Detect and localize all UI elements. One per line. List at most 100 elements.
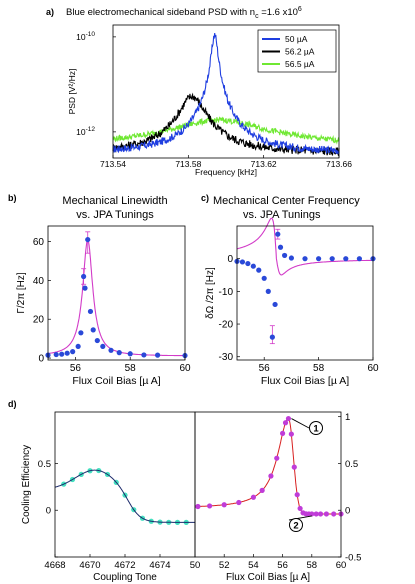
psd-xtick-label: 713.58	[175, 159, 201, 169]
linewidth-data-point	[64, 350, 70, 356]
linewidth-data-point	[81, 273, 87, 280]
panel-a-title-sup: 6	[298, 6, 302, 13]
cooling-flux-ytick-label: 0.5	[345, 459, 358, 470]
psd-ylabel: PSD [V²/Hz]	[67, 69, 77, 115]
linewidth-xtick-label: 60	[179, 363, 191, 374]
cooling-flux-xtick-label: 50	[190, 560, 201, 571]
cooling-frequency-ytick-label: 0	[46, 506, 51, 517]
panel-b: b) Mechanical Linewidth vs. JPA Tunings …	[8, 193, 191, 387]
cooling-flux-data-point	[282, 420, 289, 426]
cooling-flux-data-point	[259, 487, 265, 493]
center-frequency-ytick-label: -30	[219, 352, 234, 363]
cooling-flux-data-point	[331, 511, 337, 517]
linewidth-data-point	[94, 337, 100, 344]
cooling-flux-data-point	[323, 511, 329, 517]
linewidth-data-point	[127, 351, 133, 357]
linewidth-data-point	[78, 330, 84, 336]
cooling-vs-flux-plot: 50 52 54 56 58 60 1 0.5 0.5 0 0 -0.5 Flux Coil Bias …	[38, 411, 361, 583]
cooling-vs-frequency-plot: 4668 4670 4672 4674 Cooling Efficiency Coupli…	[21, 411, 196, 583]
cooling-frequency-ylabel: Cooling Efficiency	[21, 445, 32, 524]
center-frequency-data-point	[239, 259, 246, 265]
cooling-flux-data-point	[236, 499, 242, 506]
center-frequency-data-point	[250, 263, 256, 269]
linewidth-data-point	[87, 308, 94, 315]
cooling-flux-xtick-label: 56	[277, 560, 288, 571]
psd-legend-label: 50 µA	[285, 34, 308, 44]
cooling-flux-data-point	[280, 430, 286, 436]
linewidth-data-point	[100, 343, 106, 350]
cooling-flux-data-point	[294, 492, 300, 498]
panel-c-title-line1: Mechanical Center Frequency	[213, 195, 360, 207]
center-frequency-plot: 56 58 60 0 -10 -20 -30 Flux Coil Bias [µ A] δΩ /…	[205, 217, 379, 387]
panel-a-title-tail: =1.6 x10	[259, 7, 298, 18]
psd-plot: 713.54 713.58 713.62 713.66 Frequency [kHz] 1…	[67, 24, 352, 177]
center-frequency-xtick-label: 56	[259, 363, 271, 374]
panel-b-label: b)	[8, 193, 17, 203]
center-frequency-data-point	[265, 288, 271, 294]
linewidth-ytick-label: 20	[33, 315, 45, 326]
cooling-flux-xtick-label: 58	[307, 560, 318, 571]
annotation-label-1: 1	[313, 424, 319, 435]
cooling-flux-ytick-label: 0	[345, 506, 350, 517]
panel-a-label: a)	[46, 7, 54, 17]
cooling-frequency-xtick-label: 4674	[149, 560, 170, 571]
psd-trace-3	[112, 116, 340, 145]
center-frequency-data-point	[269, 334, 275, 340]
linewidth-data-point	[70, 349, 76, 355]
psd-legend-label: 56.2 µA	[285, 47, 315, 57]
center-frequency-data-point	[245, 260, 251, 267]
cooling-flux-frame	[194, 411, 342, 558]
center-frequency-data-point	[261, 275, 267, 281]
linewidth-data-point	[75, 343, 81, 350]
cooling-flux-data-point	[313, 511, 319, 517]
cooling-flux-data-point	[309, 511, 315, 517]
cooling-frequency-xtick-label: 4670	[79, 560, 100, 571]
cooling-frequency-frame	[54, 411, 196, 558]
linewidth-data-point	[141, 352, 147, 358]
cooling-flux-data-point	[285, 415, 292, 422]
panel-d: d) 4668 4670 4672 4674 Cooling Efficiency Cou…	[8, 399, 361, 583]
panel-a-title-main: Blue electromechanical sideband PSD with…	[66, 7, 255, 18]
panel-c-label: c)	[201, 193, 209, 203]
linewidth-data-point	[90, 327, 96, 333]
annotation-marker-2	[289, 518, 303, 532]
center-frequency-xtick-label: 60	[367, 363, 379, 374]
cooling-flux-data-point	[207, 503, 213, 509]
psd-frame	[112, 24, 340, 159]
cooling-flux-data-point	[195, 503, 201, 510]
center-frequency-data-point	[275, 231, 281, 237]
cooling-flux-data-point	[291, 464, 297, 470]
center-frequency-data-point	[302, 256, 308, 262]
linewidth-plot: 56 58 60 0 20 40 60 Flux Coil Bias [µ A] Γ/2π [H…	[16, 225, 191, 387]
panel-a-title-sub: c	[255, 13, 259, 20]
psd-trace-1	[112, 33, 340, 155]
panel-a-title: Blue electromechanical sideband PSD with…	[66, 6, 302, 20]
center-frequency-data-point	[288, 255, 294, 261]
panel-d-label: d)	[8, 399, 17, 409]
psd-xlabel: Frequency [kHz]	[195, 167, 257, 177]
cooling-flux-xtick-label: 52	[219, 560, 230, 571]
linewidth-fit-curve	[47, 238, 185, 357]
psd-legend-label: 56.5 µA	[285, 59, 315, 69]
cooling-frequency-xlabel-line1: Coupling Tone	[93, 572, 157, 583]
cooling-flux-ytick-label: -0.5	[345, 553, 361, 564]
psd-trace-2	[112, 92, 340, 156]
cooling-flux-data-point	[288, 431, 294, 437]
panel-b-title-line1: Mechanical Linewidth	[62, 195, 167, 207]
cooling-flux-data-point	[274, 455, 280, 461]
psd-xtick-label: 713.66	[326, 159, 352, 169]
linewidth-ytick-label: 60	[33, 237, 45, 248]
cooling-flux-xlabel: Flux Coil Bias [µ A]	[226, 572, 310, 583]
linewidth-data-point	[116, 350, 122, 356]
linewidth-data-point	[85, 236, 91, 243]
psd-xtick-label: 713.54	[100, 159, 126, 169]
cooling-flux-data-point	[221, 502, 227, 508]
linewidth-xlabel: Flux Coil Bias [µ A]	[72, 375, 160, 387]
cooling-frequency-xtick-label: 4668	[44, 560, 65, 571]
annotation-label-2: 2	[293, 521, 298, 532]
panel-c: c) Mechanical Center Frequency vs. JPA T…	[201, 193, 379, 387]
center-frequency-ylabel: δΩ /2π [Hz]	[205, 267, 216, 319]
center-frequency-xlabel: Flux Coil Bias [µ A]	[261, 375, 349, 387]
center-frequency-ytick-label: 0	[227, 254, 233, 265]
